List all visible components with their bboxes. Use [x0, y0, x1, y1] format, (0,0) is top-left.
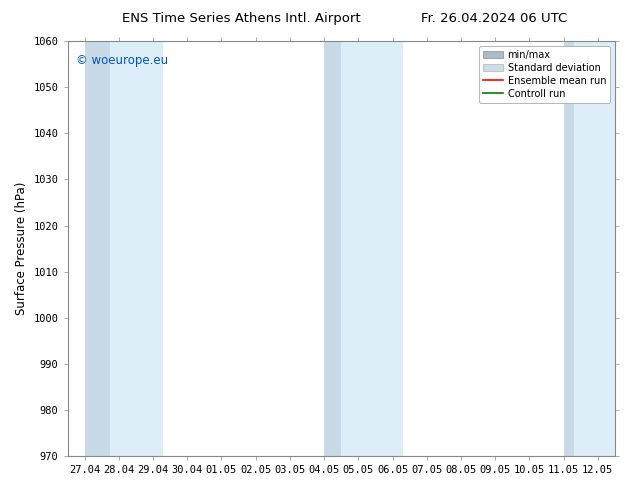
Text: ENS Time Series Athens Intl. Airport: ENS Time Series Athens Intl. Airport [122, 12, 360, 25]
Text: © woeurope.eu: © woeurope.eu [76, 54, 168, 67]
Bar [324, 41, 403, 456]
Bar [85, 41, 164, 456]
Bar [574, 41, 618, 456]
Bar [110, 41, 164, 456]
Bar [341, 41, 403, 456]
Bar [564, 41, 618, 456]
Y-axis label: Surface Pressure (hPa): Surface Pressure (hPa) [15, 182, 28, 315]
Text: Fr. 26.04.2024 06 UTC: Fr. 26.04.2024 06 UTC [422, 12, 567, 25]
Legend: min/max, Standard deviation, Ensemble mean run, Controll run: min/max, Standard deviation, Ensemble me… [479, 46, 610, 102]
